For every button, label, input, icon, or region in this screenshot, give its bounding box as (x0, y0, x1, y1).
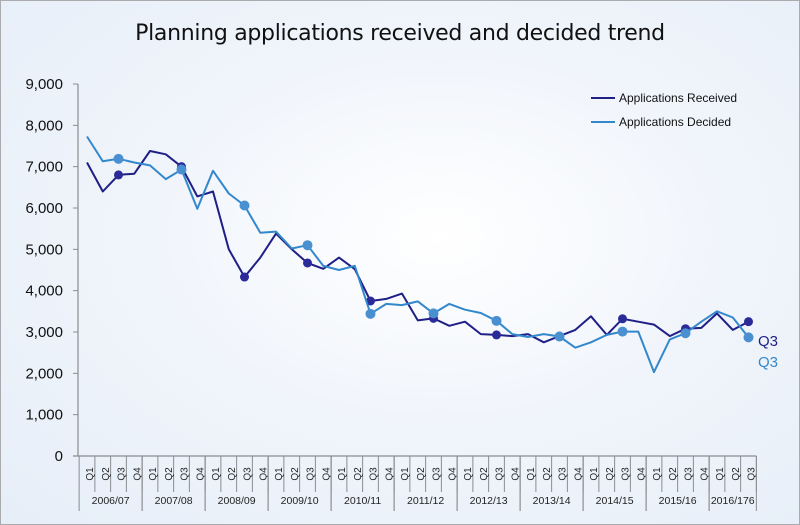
data-point-marker (239, 200, 250, 211)
quarter-label: Q4 (636, 467, 647, 481)
chart-title: Planning applications received and decid… (135, 21, 665, 46)
data-point-marker (302, 240, 313, 251)
y-tick-label: 3,000 (25, 324, 63, 341)
quarter-label: Q2 (605, 467, 616, 481)
quarter-label: Q4 (258, 467, 269, 481)
year-label: 2007/08 (155, 495, 193, 507)
quarter-label: Q1 (274, 467, 285, 481)
quarter-label: Q3 (558, 467, 569, 481)
year-label: 2013/14 (533, 495, 571, 507)
quarter-label: Q4 (384, 467, 395, 481)
quarter-label: Q3 (369, 467, 380, 481)
data-point-marker (618, 314, 627, 324)
quarter-label: Q1 (715, 467, 726, 481)
quarter-label: Q2 (353, 467, 364, 481)
quarter-label: Q1 (400, 467, 411, 481)
quarter-label: Q3 (432, 467, 443, 481)
data-point-marker (680, 328, 691, 339)
quarter-label: Q1 (652, 467, 663, 481)
series-line-decided (86, 135, 750, 374)
year-label: 2009/10 (281, 495, 319, 507)
data-point-marker (554, 331, 565, 342)
quarter-label: Q3 (684, 467, 695, 481)
legend-label: Applications Decided (619, 115, 731, 129)
quarter-label: Q4 (195, 467, 206, 481)
data-point-marker (492, 330, 501, 340)
y-tick-label: 6,000 (25, 200, 63, 217)
year-label: 2016/176 (711, 495, 755, 507)
year-label: 2011/12 (407, 495, 444, 507)
quarter-label: Q4 (447, 467, 458, 481)
data-point-marker (114, 170, 123, 180)
data-point-marker (617, 326, 628, 337)
data-point-marker (743, 332, 754, 343)
quarter-label: Q3 (495, 467, 506, 481)
y-tick-label: 8,000 (25, 117, 63, 134)
quarter-label: Q1 (589, 467, 600, 481)
quarter-label: Q3 (747, 467, 758, 481)
y-tick-label: 7,000 (25, 159, 63, 176)
year-label: 2006/07 (92, 495, 130, 507)
quarter-label: Q2 (416, 467, 427, 481)
quarter-label: Q1 (463, 467, 474, 481)
quarter-label: Q1 (148, 467, 159, 481)
data-point-marker (303, 258, 312, 268)
series-end-label: Q3 (758, 354, 778, 371)
quarter-label: Q4 (573, 467, 584, 481)
year-label: 2014/15 (596, 495, 634, 507)
quarter-label: Q1 (211, 467, 222, 481)
quarter-label: Q4 (321, 467, 332, 481)
quarter-label: Q2 (164, 467, 175, 481)
quarter-label: Q3 (180, 467, 191, 481)
quarter-label: Q2 (227, 467, 238, 481)
series-line-received (86, 150, 749, 344)
quarter-label: Q1 (337, 467, 348, 481)
quarter-label: Q2 (101, 467, 112, 481)
quarter-label: Q4 (510, 467, 521, 481)
quarter-label: Q2 (668, 467, 679, 481)
quarter-label: Q4 (699, 467, 710, 481)
quarter-label: Q3 (243, 467, 254, 481)
quarter-label: Q1 (526, 467, 537, 481)
data-point-marker (428, 308, 439, 319)
quarter-label: Q3 (117, 467, 128, 481)
quarter-label: Q1 (85, 467, 96, 481)
legend-label: Applications Received (619, 91, 737, 105)
y-tick-label: 4,000 (25, 283, 63, 300)
year-label: 2010/11 (344, 495, 381, 507)
data-point-marker (113, 153, 124, 164)
data-point-marker (744, 317, 753, 327)
year-label: 2008/09 (218, 495, 256, 507)
year-label: 2015/16 (659, 495, 697, 507)
quarter-label: Q3 (306, 467, 317, 481)
y-tick-label: 0 (55, 448, 63, 465)
data-point-marker (365, 308, 376, 319)
y-tick-label: 2,000 (25, 365, 63, 382)
data-point-marker (491, 315, 502, 326)
data-point-marker (176, 164, 187, 175)
data-point-marker (240, 272, 249, 282)
quarter-label: Q2 (290, 467, 301, 481)
data-point-marker (366, 296, 375, 306)
y-tick-label: 9,000 (25, 76, 63, 93)
quarter-label: Q2 (479, 467, 490, 481)
y-tick-label: 5,000 (25, 241, 63, 258)
quarter-label: Q2 (731, 467, 742, 481)
quarter-label: Q4 (132, 467, 143, 481)
year-label: 2012/13 (470, 495, 508, 507)
quarter-label: Q2 (542, 467, 553, 481)
series-end-label: Q3 (758, 333, 778, 350)
y-tick-label: 1,000 (25, 407, 63, 424)
quarter-label: Q3 (621, 467, 632, 481)
